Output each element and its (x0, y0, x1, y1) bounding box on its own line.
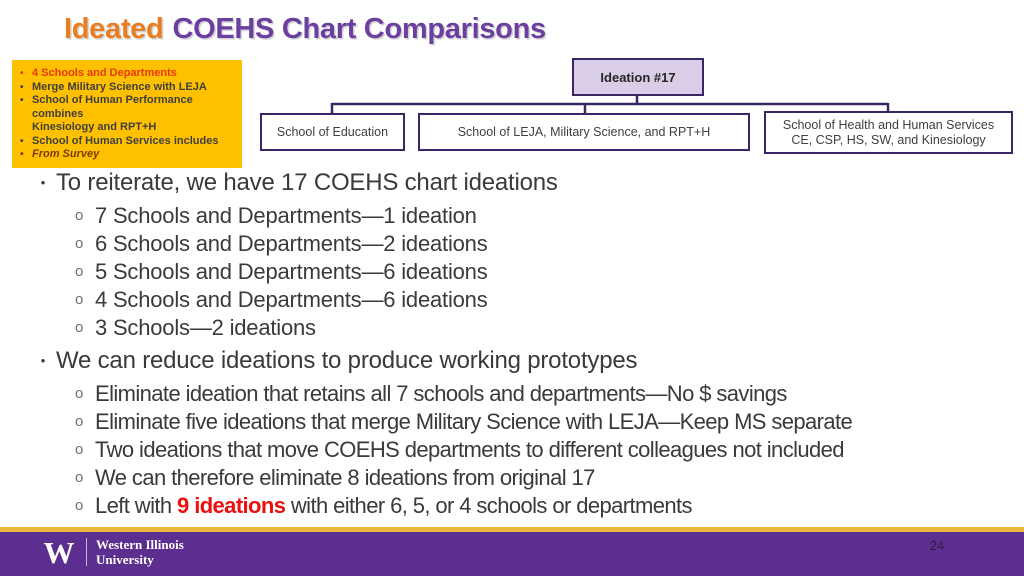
bullet-level2: o 3 Schools—2 ideations (0, 314, 1024, 342)
university-name: Western Illinois University (96, 537, 184, 567)
bullet-circle-icon: o (75, 413, 84, 430)
bullet-text: 5 Schools and Departments—6 ideations (95, 259, 488, 284)
bullet-level2: o 6 Schools and Departments—2 ideations (0, 230, 1024, 258)
callout-item: • Merge Military Science with LEJA (20, 81, 234, 95)
bullet-text-prefix: Left with (95, 493, 178, 518)
org-child-label: School of Education (276, 124, 389, 139)
bullet-level2: o Eliminate ideation that retains all 7 … (0, 380, 1024, 408)
bullet-circle-icon: o (75, 441, 84, 458)
sub-bullet-list: o Eliminate ideation that retains all 7 … (0, 380, 1024, 520)
callout-item: • School of Human Services includes (20, 135, 234, 149)
bullet-level1: • To reiterate, we have 17 COEHS chart i… (0, 168, 1024, 198)
slide-body: • To reiterate, we have 17 COEHS chart i… (0, 168, 1024, 520)
callout-text: School of Human Services includes (32, 134, 219, 147)
bullet-level2: o We can therefore eliminate 8 ideations… (0, 464, 1024, 492)
bullet-dot-icon: • (40, 353, 46, 368)
callout-text: Merge Military Science with LEJA (32, 80, 207, 93)
org-chart-child-box: School of Education (260, 113, 405, 151)
org-child-label: School of Health and Human Services (782, 117, 995, 132)
bullet-circle-icon: o (75, 319, 84, 336)
bullet-circle-icon: o (75, 235, 84, 252)
bullet-dot-icon: • (20, 81, 24, 93)
callout-text: 4 Schools and Departments (32, 67, 177, 79)
callout-item: • 4 Schools and Departments (20, 67, 234, 81)
bullet-text: Two ideations that move COEHS department… (95, 437, 845, 462)
bullet-circle-icon: o (75, 469, 84, 486)
bullet-level2: o Eliminate five ideations that merge Mi… (0, 408, 1024, 436)
bullet-level2: o Left with 9 ideations with either 6, 5… (0, 492, 1024, 520)
bullet-dot-icon: • (20, 149, 24, 160)
bullet-level2: o 5 Schools and Departments—6 ideations (0, 258, 1024, 286)
slide-page-number: 24 (929, 538, 945, 553)
title-rest: COEHS Chart Comparisons (172, 13, 546, 45)
bullet-circle-icon: o (75, 385, 84, 402)
slide-title: Ideated COEHS Chart Comparisons (64, 10, 546, 48)
footer-gold-strip (0, 527, 1024, 532)
bullet-level2: o 4 Schools and Departments—6 ideations (0, 286, 1024, 314)
callout-item: • School of Human Performance combines K… (20, 94, 234, 135)
bullet-text: Eliminate ideation that retains all 7 sc… (95, 381, 787, 406)
callout-text: School of Human Performance combines (32, 94, 193, 120)
callout-text: Kinesiology and RPT+H (32, 121, 157, 133)
org-chart-root-box: Ideation #17 (572, 58, 704, 96)
bullet-circle-icon: o (75, 207, 84, 224)
bullet-text-suffix: with either 6, 5, or 4 schools or depart… (285, 493, 693, 518)
title-highlight-word: Ideated (64, 13, 164, 45)
callout-item: • From Survey (20, 148, 234, 162)
bullet-text: To reiterate, we have 17 COEHS chart ide… (56, 169, 558, 196)
bullet-text: 6 Schools and Departments—2 ideations (95, 231, 488, 256)
bullet-level2: o 7 Schools and Departments—1 ideation (0, 202, 1024, 230)
org-child-label: School of LEJA, Military Science, and RP… (457, 124, 711, 139)
footer-bar: W Western Illinois University 24 (0, 532, 1024, 576)
bullet-text: 4 Schools and Departments—6 ideations (95, 287, 488, 312)
org-chart-child-box: School of LEJA, Military Science, and RP… (418, 113, 750, 151)
bullet-text-emphasis: Left with 9 ideations with either 6, 5, … (95, 492, 1024, 520)
bullet-dot-icon: • (40, 175, 46, 190)
bullet-text: 7 Schools and Departments—1 ideation (95, 203, 477, 228)
bullet-text: 3 Schools—2 ideations (95, 315, 316, 340)
bullet-level1: • We can reduce ideations to produce wor… (0, 346, 1024, 376)
bullet-circle-icon: o (75, 263, 84, 280)
bullet-dot-icon: • (20, 135, 24, 147)
org-child-label-line2: CE, CSP, HS, SW, and Kinesiology (791, 132, 986, 147)
org-root-label: Ideation #17 (600, 69, 676, 85)
bullet-circle-icon: o (75, 291, 84, 308)
university-name-line2: University (96, 552, 154, 567)
sub-bullet-list: o 7 Schools and Departments—1 ideation o… (0, 202, 1024, 342)
callout-text: From Survey (32, 148, 100, 160)
bullet-text: Eliminate five ideations that merge Mili… (95, 409, 853, 434)
bullet-level2: o Two ideations that move COEHS departme… (0, 436, 1024, 464)
org-chart-child-box: School of Health and Human Services CE, … (764, 111, 1013, 154)
bullet-dot-icon: • (20, 68, 24, 79)
bullet-circle-icon: o (75, 497, 84, 514)
logo-divider (86, 538, 87, 566)
bullet-dot-icon: • (20, 95, 24, 106)
university-name-line1: Western Illinois (96, 537, 184, 552)
callout-box: • 4 Schools and Departments • Merge Mili… (12, 60, 242, 168)
bullet-text: We can reduce ideations to produce worki… (56, 347, 638, 374)
university-logo-icon: W (43, 535, 75, 570)
bullet-text: We can therefore eliminate 8 ideations f… (95, 465, 595, 490)
bullet-text-highlight: 9 ideations (177, 493, 286, 518)
